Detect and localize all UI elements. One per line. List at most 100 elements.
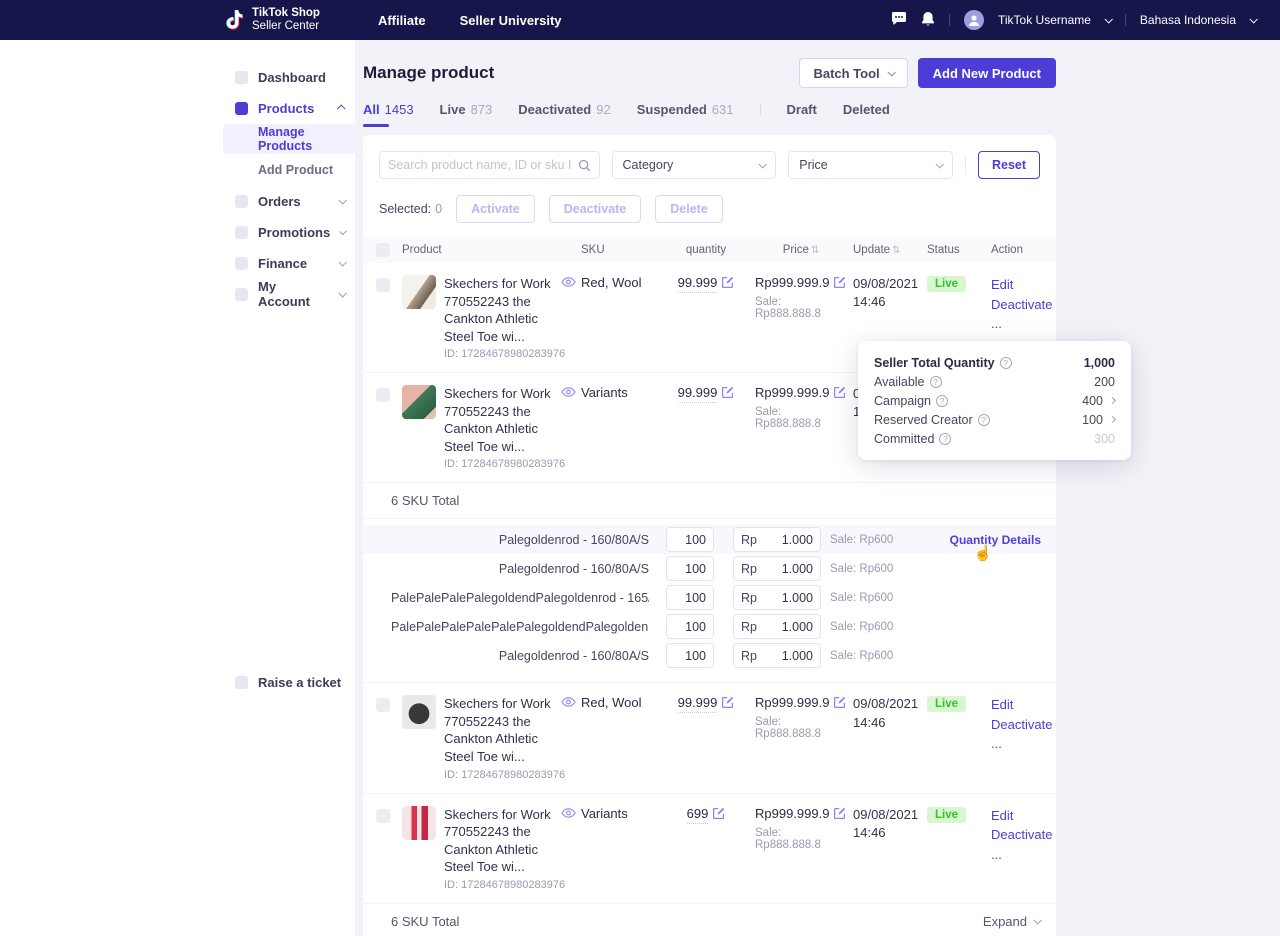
product-name[interactable]: Skechers for Work 770552243 the Cankton … [444, 806, 551, 875]
sku-price-input[interactable] [756, 532, 813, 547]
activate-button[interactable]: Activate [456, 195, 535, 223]
reset-button[interactable]: Reset [977, 151, 1041, 179]
help-icon[interactable]: ? [999, 356, 1012, 369]
username-chevron-icon[interactable] [1104, 15, 1113, 24]
chevron-down-icon [338, 258, 347, 267]
more-actions-link[interactable]: ... [991, 846, 1002, 862]
sidebar-item-label: Promotions [258, 224, 331, 240]
username[interactable]: TikTok Username [998, 13, 1091, 27]
notifications-bell-icon[interactable] [921, 11, 935, 30]
sku-quantity-input[interactable] [667, 615, 713, 639]
help-icon[interactable]: ? [935, 394, 948, 407]
sidebar-item-promotions[interactable]: Promotions [223, 217, 355, 247]
help-icon[interactable]: ? [929, 375, 942, 388]
preview-eye-icon[interactable] [561, 276, 576, 291]
sort-icon[interactable]: ⇅ [810, 245, 820, 256]
sku-price-input[interactable] [756, 561, 813, 576]
expand-link[interactable]: Expand [983, 914, 1042, 929]
category-select[interactable]: Category [611, 151, 777, 179]
edit-quantity-icon[interactable] [712, 807, 725, 820]
sku-price-input[interactable] [756, 619, 813, 634]
sku-sale-price: Sale: Rp600 [830, 591, 894, 604]
sidebar-item-orders[interactable]: Orders [223, 186, 355, 216]
quantity-value[interactable]: 99.999 [677, 385, 718, 404]
tab-draft[interactable]: Draft [787, 102, 817, 127]
sku-quantity-input[interactable] [667, 528, 713, 552]
sort-icon[interactable]: ⇅ [892, 245, 901, 256]
price-value: Rp999.999.9 [755, 805, 830, 821]
header-update[interactable]: Update ⇅ [850, 244, 924, 256]
quantity-value[interactable]: 99.999 [677, 695, 718, 714]
preview-eye-icon[interactable] [561, 807, 576, 822]
category-select-value: Category [622, 158, 674, 172]
sidebar-item-add-product[interactable]: Add Product [223, 155, 355, 185]
sku-quantity-input[interactable] [667, 557, 713, 581]
tab-live[interactable]: Live 873 [440, 102, 493, 127]
sidebar-item-my-account[interactable]: My Account [223, 279, 355, 309]
help-icon[interactable]: ? [977, 413, 990, 426]
batch-tool-button[interactable]: Batch Tool [799, 58, 908, 88]
edit-price-icon[interactable] [833, 807, 846, 820]
deactivate-link[interactable]: Deactivate [991, 296, 1053, 312]
tab-suspended[interactable]: Suspended 631 [637, 102, 734, 127]
preview-eye-icon[interactable] [561, 386, 576, 401]
header-price[interactable]: Price ⇅ [752, 244, 850, 256]
deactivate-link[interactable]: Deactivate [991, 827, 1053, 843]
popover-row[interactable]: Reserved Creator? 100 [874, 410, 1117, 429]
edit-link[interactable]: Edit [991, 277, 1014, 292]
sku-price-input[interactable] [756, 648, 813, 663]
row-checkbox[interactable] [376, 808, 390, 823]
quantity-details-link[interactable]: Quantity Details [949, 532, 1041, 547]
more-actions-link[interactable]: ... [991, 316, 1002, 331]
search-icon[interactable] [578, 159, 591, 172]
product-name[interactable]: Skechers for Work 770552243 the Cankton … [444, 386, 551, 454]
product-name[interactable]: Skechers for Work 770552243 the Cankton … [444, 276, 551, 344]
sku-quantity-input[interactable] [667, 644, 713, 668]
product-name[interactable]: Skechers for Work 770552243 the Cankton … [444, 696, 551, 765]
edit-quantity-icon[interactable] [721, 696, 734, 709]
row-checkbox[interactable] [376, 698, 390, 713]
nav-affiliate[interactable]: Affiliate [377, 12, 426, 28]
add-new-product-button[interactable]: Add New Product [917, 58, 1056, 88]
edit-price-icon[interactable] [833, 696, 846, 709]
edit-link[interactable]: Edit [991, 697, 1014, 713]
help-icon[interactable]: ? [939, 432, 952, 445]
row-checkbox[interactable] [376, 388, 390, 403]
raise-ticket-icon [235, 675, 248, 689]
row-checkbox[interactable] [376, 278, 390, 292]
select-all-checkbox[interactable] [376, 243, 390, 257]
deactivate-link[interactable]: Deactivate [991, 716, 1053, 732]
language-chevron-icon[interactable] [1249, 15, 1258, 24]
topbar-divider [1124, 14, 1126, 26]
tab-deleted[interactable]: Deleted [843, 102, 890, 127]
sku-price-input[interactable] [756, 590, 813, 605]
edit-price-icon[interactable] [833, 276, 846, 289]
sidebar-item-finance[interactable]: Finance [223, 248, 355, 278]
language-selector[interactable]: Bahasa Indonesia [1139, 13, 1236, 27]
sidebar-item-dashboard[interactable]: Dashboard [223, 62, 355, 92]
popover-row[interactable]: Campaign? 400 [874, 391, 1117, 410]
edit-quantity-icon[interactable] [721, 276, 734, 289]
search-input[interactable] [388, 158, 572, 172]
edit-quantity-icon[interactable] [721, 386, 734, 399]
tab-deactivated[interactable]: Deactivated 92 [518, 102, 610, 127]
price-select[interactable]: Price [788, 151, 953, 179]
preview-eye-icon[interactable] [561, 696, 576, 711]
sidebar-item-manage-products[interactable]: Manage Products [223, 124, 355, 154]
more-actions-link[interactable]: ... [991, 736, 1002, 752]
edit-link[interactable]: Edit [991, 807, 1014, 823]
delete-button[interactable]: Delete [655, 195, 723, 223]
nav-seller-university[interactable]: Seller University [459, 12, 562, 28]
chat-icon[interactable] [891, 11, 907, 29]
avatar[interactable] [964, 10, 984, 30]
sku-cell: Red, Wool [581, 695, 642, 711]
quantity-value[interactable]: 699 [686, 805, 709, 824]
tab-all[interactable]: All 1453 [363, 102, 414, 127]
edit-price-icon[interactable] [833, 386, 846, 399]
tab-label: Draft [786, 102, 817, 117]
sku-quantity-input[interactable] [667, 586, 713, 610]
sidebar-item-products[interactable]: Products [223, 93, 355, 123]
quantity-value[interactable]: 99.999 [677, 275, 718, 293]
deactivate-button[interactable]: Deactivate [548, 195, 642, 223]
sidebar-item-raise-ticket[interactable]: Raise a ticket [223, 667, 355, 697]
